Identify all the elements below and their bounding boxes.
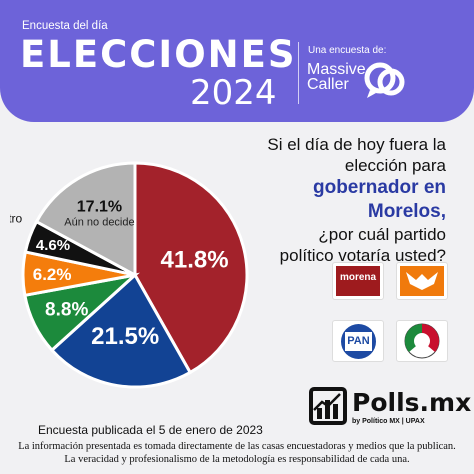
brand-line-2: Caller (307, 76, 349, 93)
pan-logo-text: PAN (345, 332, 372, 351)
disclaimer-line-2: La veracidad y profesionalismo de la met… (64, 454, 410, 465)
pie-value-label-4: 4.6% (36, 237, 70, 254)
brand-line-1: Massive (307, 61, 366, 78)
question-line-2: elección para (344, 156, 446, 175)
massive-caller-name: Massive Caller (307, 61, 366, 93)
pie-value-label-0: 41.8% (161, 247, 229, 274)
disclaimer-line-1: La información presentada es tomada dire… (18, 441, 456, 452)
vote-pie-chart: 41.8% 21.5%8.8% 6.2% 4.6% Otro 17.1%Aún no de… (10, 161, 249, 389)
pan-logo: PAN (332, 320, 384, 362)
pie-slice-0 (133, 161, 249, 375)
pie-value-label-3: 6.2% (33, 265, 72, 284)
pie-value-label-5: 17.1% (77, 198, 122, 215)
pie-slices (21, 161, 249, 389)
movimiento-ciudadano-logo (396, 262, 448, 300)
pri-logo (396, 320, 448, 362)
polls-mx-subtitle: by Político MX | UPAX (352, 418, 425, 425)
question-line-4: político votaría usted? (279, 246, 446, 265)
question-line-1: Si el día de hoy fuera la (267, 135, 446, 154)
header-year: 2024 (190, 73, 277, 113)
pie-value-label-1: 21.5% (91, 323, 159, 350)
pri-emblem-icon (404, 323, 440, 359)
header-title: ELECCIONES (20, 33, 297, 76)
question-line-3: ¿por cuál partido (318, 225, 446, 244)
massive-caller-logo-icon (364, 62, 405, 98)
header-kicker: Encuesta del día (22, 20, 108, 32)
pie-slice-1 (49, 272, 193, 389)
pie-labels: 41.8% 21.5%8.8% 6.2% 4.6% Otro 17.1%Aún no de… (10, 198, 229, 350)
pie-category-label-5: Aún no decide (64, 216, 134, 228)
pie-value-label-2: 8.8% (45, 299, 88, 320)
publication-date: Encuesta publicada el 5 de enero de 2023 (38, 423, 263, 437)
polls-mx-brand: Polls.mx (352, 388, 472, 417)
header-divider (298, 42, 299, 104)
survey-question: Si el día de hoy fuera la elección para … (216, 134, 446, 266)
morena-logo-text: morena (336, 266, 380, 296)
eagle-icon (406, 272, 438, 290)
pie-category-label-4: Otro (10, 211, 23, 225)
header-banner: Encuesta del día ELECCIONES 2024 Una enc… (0, 0, 474, 122)
pie-slice-5 (34, 161, 137, 278)
disclaimer: La información presentada es tomada dire… (10, 440, 464, 466)
question-highlight-2: Morelos, (367, 201, 446, 222)
morena-logo: morena (332, 262, 384, 300)
question-highlight-1: gobernador en (312, 177, 446, 198)
polls-mx-logo-icon (309, 387, 347, 425)
header-by-label: Una encuesta de: (308, 45, 387, 56)
